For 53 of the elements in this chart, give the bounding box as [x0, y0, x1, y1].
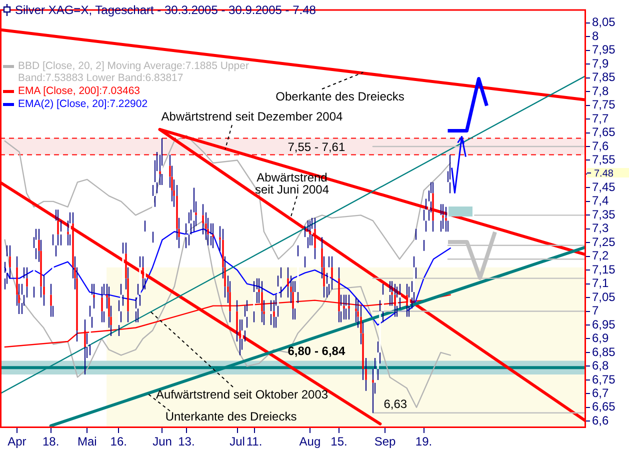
y-tick-label: 7,7: [592, 111, 610, 126]
y-tick-label: 7,95: [592, 42, 616, 57]
y-tick-label: 7,8: [592, 84, 610, 98]
annotation: Abwärtstrend seit Dezember 2004: [161, 109, 344, 124]
x-tick-label: 13.: [178, 434, 195, 449]
legend-label: EMA [Close, 200]:7.03463: [18, 85, 140, 97]
x-tick-label: Mai: [78, 434, 97, 449]
y-tick-label: 7,15: [592, 262, 616, 276]
y-tick-label: 7,65: [592, 125, 616, 140]
y-tick-label: 6,8: [592, 358, 610, 373]
y-tick-label: 6,85: [592, 344, 616, 359]
y-tick-label: 6,95: [592, 317, 616, 332]
x-tick-label: Aug: [299, 434, 321, 449]
y-tick-label: 7,1: [592, 276, 610, 290]
y-tick-label: 7,3: [592, 221, 610, 236]
x-tick-label: Jul: [230, 434, 245, 449]
y-tick-label: 8: [592, 28, 599, 43]
x-tick-label: Apr: [8, 434, 26, 449]
y-tick-label: 6,6: [592, 413, 610, 428]
y-tick-label: 7,2: [592, 248, 610, 263]
y-tick-label: 7,55: [592, 152, 616, 167]
legend-label: EMA(2) [Close, 20]:7.22902: [18, 98, 148, 110]
x-tick-label: 15.: [330, 434, 348, 449]
annotation: 6,63: [384, 397, 408, 412]
y-tick-label: 6,65: [592, 400, 616, 414]
annotation: Oberkante des Dreiecks: [276, 89, 404, 104]
x-tick-label: 18.: [42, 434, 60, 449]
x-tick-label: 19.: [415, 434, 432, 449]
band-label: 7,55 - 7,61: [288, 140, 346, 154]
annotation: Aufwärtstrend seit Oktober 2003: [156, 387, 328, 402]
y-tick-label: 6,7: [592, 386, 610, 400]
y-tick-label: 6,9: [592, 331, 610, 346]
y-tick-label: 7,9: [592, 56, 610, 70]
y-tick-label: 7,35: [592, 207, 616, 222]
x-tick-label: Jun: [152, 434, 172, 449]
y-tick-label: 8,05: [592, 15, 616, 30]
y-tick-label: 7,4: [592, 194, 610, 208]
x-tick-label: 16.: [110, 434, 127, 449]
text: 7.48: [594, 168, 614, 180]
y-tick-label: 6,75: [592, 372, 616, 386]
y-tick-label: 7,25: [592, 234, 616, 249]
y-tick-label: 7,75: [592, 98, 616, 112]
y-tick-label: 7,85: [592, 70, 616, 84]
y-tick-label: 7,45: [592, 180, 616, 194]
annotation: Abwärtstrend seit Juni 2004: [254, 170, 330, 196]
x-tick-label: Sep: [374, 434, 396, 449]
y-tick-label: 7: [592, 304, 599, 318]
y-tick-label: 7,6: [592, 138, 610, 153]
y-tick-label: 7,05: [592, 290, 616, 304]
x-tick-label: 11.: [246, 434, 262, 449]
annotation: Unterkante des Dreiecks: [165, 409, 297, 424]
band-label: 6,80 - 6,84: [288, 344, 346, 358]
legend-label: BBD [Close, 20, 2] Moving Average:7.1885 Upper Band:7.53883 Lower Band:6.83817: [18, 60, 250, 84]
